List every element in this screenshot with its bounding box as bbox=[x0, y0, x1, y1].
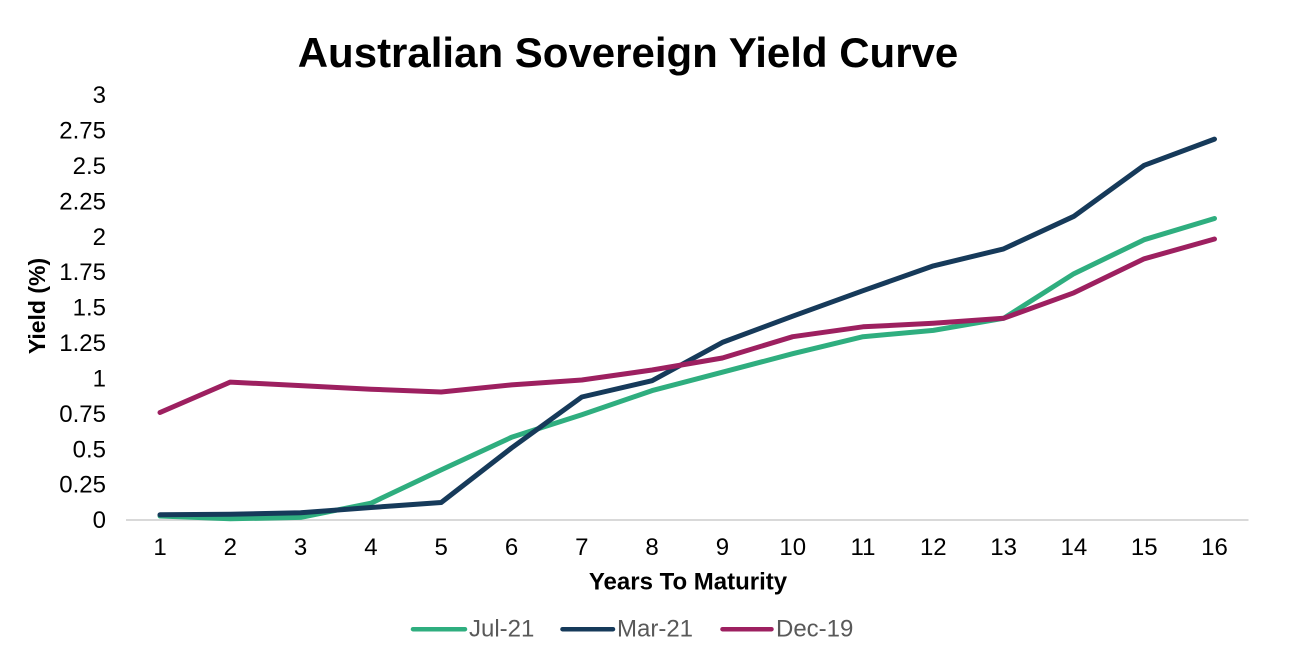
svg-text:4: 4 bbox=[364, 534, 377, 561]
svg-text:1.5: 1.5 bbox=[73, 295, 106, 322]
svg-text:1: 1 bbox=[93, 365, 106, 392]
svg-text:0.5: 0.5 bbox=[73, 436, 106, 463]
svg-text:2.75: 2.75 bbox=[59, 118, 106, 145]
svg-text:2: 2 bbox=[93, 224, 106, 251]
svg-text:1.25: 1.25 bbox=[59, 330, 106, 357]
svg-text:6: 6 bbox=[505, 534, 518, 561]
svg-text:7: 7 bbox=[575, 534, 588, 561]
svg-text:9: 9 bbox=[716, 534, 729, 561]
svg-text:12: 12 bbox=[920, 534, 947, 561]
svg-text:2.25: 2.25 bbox=[59, 188, 106, 215]
svg-text:13: 13 bbox=[990, 534, 1017, 561]
svg-text:Jul-21: Jul-21 bbox=[469, 616, 534, 643]
svg-text:Years To Maturity: Years To Maturity bbox=[589, 569, 788, 596]
svg-text:2: 2 bbox=[224, 534, 237, 561]
svg-text:0.75: 0.75 bbox=[59, 401, 106, 428]
svg-text:14: 14 bbox=[1061, 534, 1088, 561]
svg-text:8: 8 bbox=[645, 534, 658, 561]
svg-text:Australian Sovereign Yield Cur: Australian Sovereign Yield Curve bbox=[298, 29, 959, 76]
svg-text:3: 3 bbox=[294, 534, 307, 561]
svg-text:10: 10 bbox=[779, 534, 806, 561]
svg-text:0.25: 0.25 bbox=[59, 472, 106, 499]
svg-text:11: 11 bbox=[851, 534, 876, 561]
svg-text:1: 1 bbox=[153, 534, 166, 561]
svg-text:Mar-21: Mar-21 bbox=[617, 616, 693, 643]
svg-text:0: 0 bbox=[93, 507, 106, 534]
svg-text:5: 5 bbox=[435, 534, 448, 561]
svg-text:2.5: 2.5 bbox=[73, 153, 106, 180]
svg-text:Yield (%): Yield (%) bbox=[24, 258, 50, 354]
svg-text:1.75: 1.75 bbox=[59, 259, 106, 286]
svg-text:15: 15 bbox=[1131, 534, 1158, 561]
svg-text:16: 16 bbox=[1201, 534, 1228, 561]
svg-text:3: 3 bbox=[93, 82, 106, 109]
svg-text:Dec-19: Dec-19 bbox=[776, 616, 853, 643]
